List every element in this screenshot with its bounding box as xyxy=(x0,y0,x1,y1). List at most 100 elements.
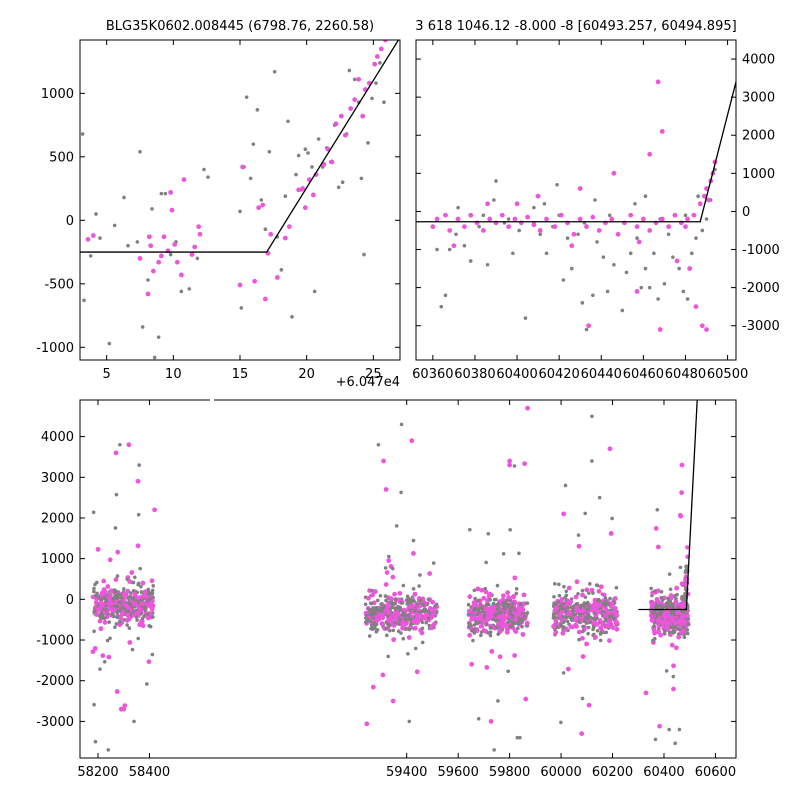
magenta-point xyxy=(414,612,420,617)
gray-point xyxy=(156,335,161,339)
magenta-point xyxy=(260,202,266,208)
gray-point xyxy=(135,240,140,244)
y-tick-label: -3000 xyxy=(36,715,74,730)
gray-point xyxy=(409,600,413,605)
gray-point xyxy=(435,247,439,252)
gray-point xyxy=(696,194,700,198)
magenta-point xyxy=(486,593,492,599)
magenta-point xyxy=(706,197,712,203)
magenta-point xyxy=(189,252,195,258)
gray-point xyxy=(388,623,392,628)
magenta-point xyxy=(600,621,606,627)
plot-area xyxy=(90,400,698,752)
magenta-point xyxy=(378,46,384,52)
magenta-point xyxy=(92,645,98,651)
gray-point xyxy=(290,315,294,319)
magenta-point xyxy=(105,584,111,589)
magenta-point xyxy=(669,595,674,601)
magenta-point xyxy=(386,617,391,623)
rising-point xyxy=(684,564,689,569)
gray-point xyxy=(606,602,611,607)
magenta-point xyxy=(380,672,386,678)
gray-point xyxy=(420,620,425,625)
gray-point xyxy=(523,316,528,320)
magenta-point xyxy=(143,593,148,599)
gray-point xyxy=(272,69,277,74)
magenta-point xyxy=(125,617,131,623)
gray-point xyxy=(418,573,422,577)
gray-point xyxy=(510,605,515,610)
gray-point xyxy=(88,254,93,258)
magenta-point xyxy=(544,216,549,222)
gray-point xyxy=(132,575,137,580)
magenta-point xyxy=(677,618,682,624)
magenta-point xyxy=(106,654,112,660)
magenta-point xyxy=(152,507,158,513)
magenta-point xyxy=(146,659,152,665)
gray-point xyxy=(303,147,308,152)
gray-point xyxy=(496,632,501,636)
gray-point xyxy=(704,217,709,221)
y-tick-label: 0 xyxy=(66,214,74,229)
gray-point xyxy=(179,289,184,294)
gray-point xyxy=(564,589,569,594)
gray-point xyxy=(595,240,599,244)
magenta-point xyxy=(374,54,380,59)
gray-point xyxy=(581,624,585,629)
gray-point xyxy=(576,591,580,596)
gray-point xyxy=(103,596,107,601)
magenta-point xyxy=(451,243,457,249)
gray-point xyxy=(501,601,505,605)
magenta-point xyxy=(586,323,592,329)
gray-point xyxy=(582,601,587,605)
gray-point xyxy=(477,620,482,625)
magenta-point xyxy=(443,212,448,218)
magenta-point xyxy=(135,478,141,484)
magenta-point xyxy=(127,579,133,584)
magenta-point xyxy=(342,132,348,138)
gray-point xyxy=(130,647,135,652)
gray-point xyxy=(560,606,565,611)
gray-point xyxy=(366,141,370,145)
magenta-point xyxy=(109,588,114,594)
gray-point xyxy=(479,630,484,634)
gray-point xyxy=(310,165,314,169)
gray-point xyxy=(686,622,690,626)
gray-point xyxy=(667,600,672,605)
gray-point xyxy=(480,606,485,611)
magenta-point xyxy=(609,216,615,222)
gray-point xyxy=(96,595,101,599)
gray-point xyxy=(525,601,530,605)
gray-point xyxy=(115,615,120,620)
magenta-point xyxy=(614,626,620,632)
gray-point xyxy=(595,628,600,633)
gray-point xyxy=(506,217,511,221)
magenta-point xyxy=(132,602,137,607)
gray-point xyxy=(590,414,594,419)
gray-point xyxy=(666,232,671,237)
magenta-point xyxy=(513,616,519,622)
magenta-point xyxy=(427,571,433,576)
magenta-point xyxy=(310,192,316,198)
magenta-point xyxy=(483,589,489,595)
gray-point xyxy=(117,620,122,624)
gray-point xyxy=(655,613,659,618)
gray-point xyxy=(651,638,655,643)
gray-point xyxy=(671,605,675,610)
magenta-point xyxy=(93,612,99,617)
magenta-point xyxy=(237,282,243,288)
gray-point xyxy=(643,266,648,271)
gray-point xyxy=(598,638,603,643)
gray-point xyxy=(492,748,496,752)
magenta-point xyxy=(697,201,703,207)
gray-point xyxy=(384,626,388,631)
gray-point xyxy=(106,748,111,752)
x-tick-label: 59400 xyxy=(386,765,427,780)
x-tick-label: 60360 xyxy=(412,367,453,382)
gray-point xyxy=(561,278,566,282)
gray-point xyxy=(99,597,103,602)
magenta-point xyxy=(412,591,418,597)
gray-point xyxy=(558,604,563,608)
gray-point xyxy=(378,593,383,598)
magenta-point xyxy=(485,612,491,617)
